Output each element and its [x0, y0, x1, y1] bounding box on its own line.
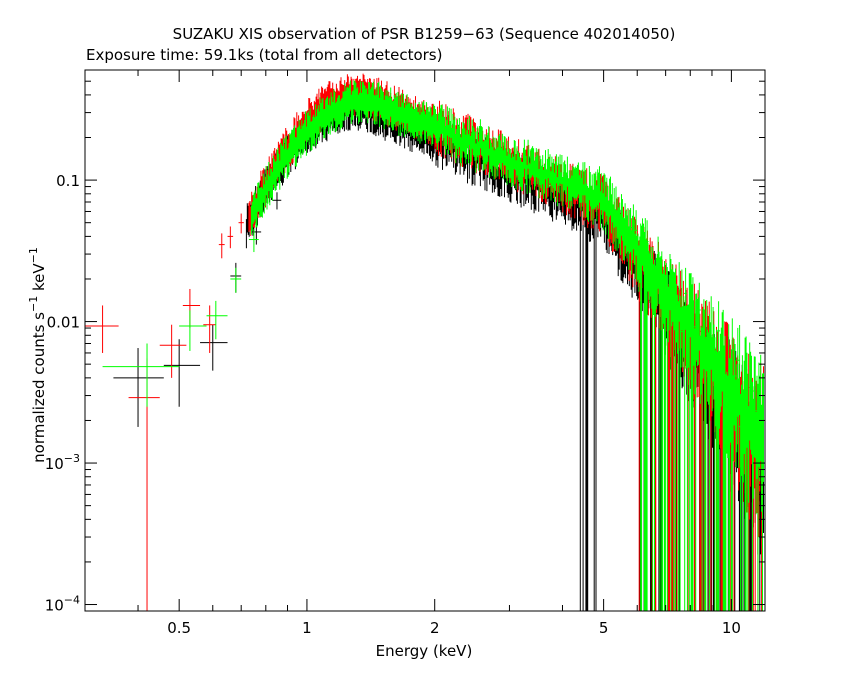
y-tick-label: 10−4: [45, 594, 80, 615]
x-tick-label: 0.5: [167, 619, 191, 637]
y-tick-label-base: 10: [45, 455, 64, 473]
series-2-spectrum: [250, 80, 764, 611]
y-tick-label: 0.1: [56, 172, 80, 190]
x-tick-label: 1: [302, 619, 312, 637]
series-2-group: [102, 80, 764, 611]
y-tick-label: 10−3: [45, 452, 80, 473]
y-axis-label-middle: keV: [30, 263, 48, 296]
y-axis-label-exponent-2: −1: [27, 247, 40, 263]
y-tick-label: 0.01: [47, 314, 80, 332]
chart-title: SUZAKU XIS observation of PSR B1259−63 (…: [173, 25, 676, 43]
y-axis-label: normalized counts s−1 keV−1: [27, 247, 48, 463]
plot-frame: [84, 69, 766, 612]
y-tick-label-base: 0.1: [56, 172, 80, 190]
x-tick-label: 5: [599, 619, 609, 637]
y-axis-label-exponent-1: −1: [27, 296, 40, 312]
x-tick-label: 10: [722, 619, 741, 637]
y-tick-label-exponent: −3: [64, 452, 80, 465]
x-tick-label: 2: [430, 619, 440, 637]
y-tick-label-exponent: −4: [64, 594, 80, 607]
y-tick-label-base: 0.01: [47, 314, 80, 332]
x-axis-label: Energy (keV): [376, 642, 473, 660]
y-axis-label-base: normalized counts s: [30, 312, 48, 463]
y-tick-label-base: 10: [45, 597, 64, 615]
plot-marks: [85, 73, 764, 611]
chart-subtitle: Exposure time: 59.1ks (total from all de…: [86, 46, 442, 64]
plot-clip-group: [85, 73, 764, 611]
